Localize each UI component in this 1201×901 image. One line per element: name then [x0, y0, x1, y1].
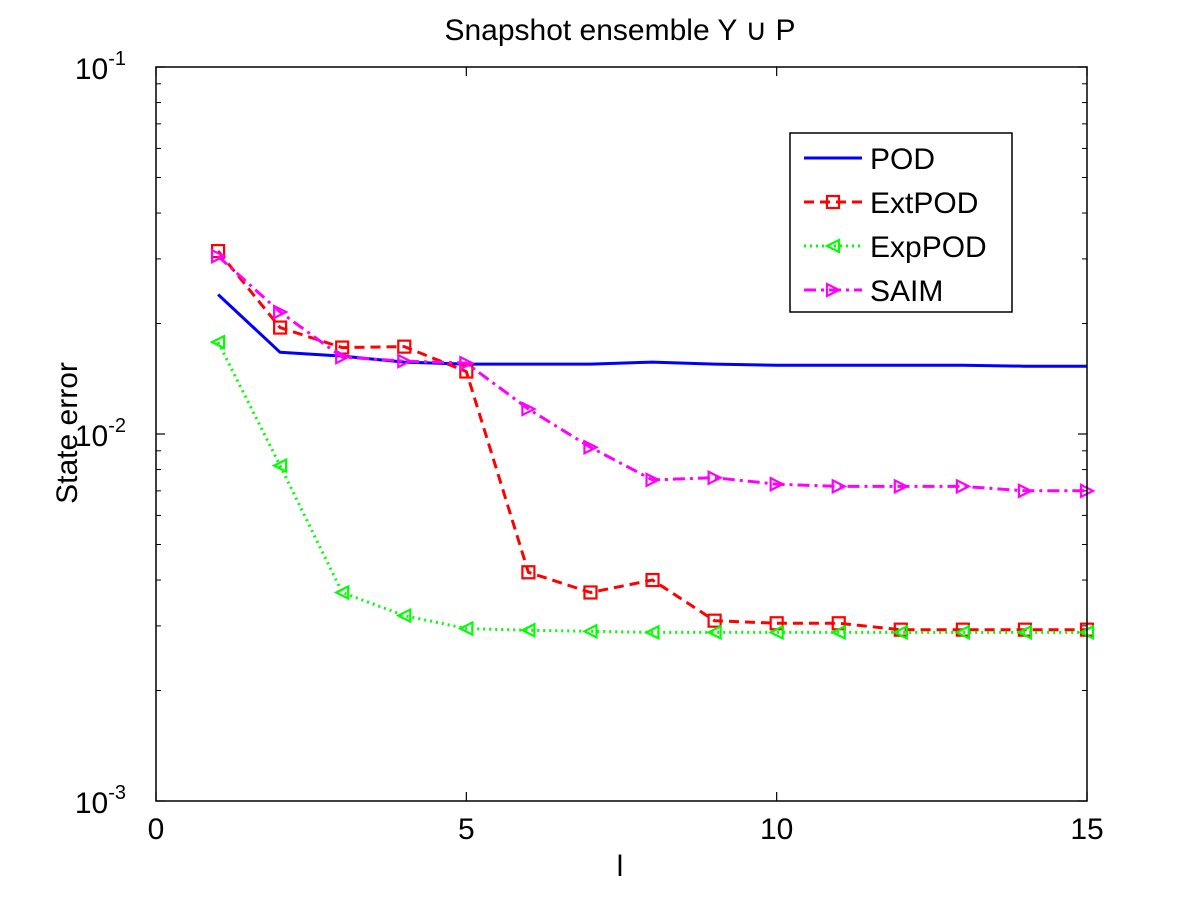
data-point-saim [707, 469, 724, 486]
data-point-exppod [706, 624, 722, 641]
data-point-exppod [892, 624, 908, 641]
data-point-exppod [519, 622, 536, 638]
legend-label-exppod: ExpPOD [870, 231, 987, 264]
x-tick-label: 0 [148, 813, 165, 846]
series-line-extpod [216, 250, 1087, 632]
data-point-saim [955, 478, 972, 495]
data-point-exppod [830, 624, 846, 641]
x-tick-label: 15 [1070, 813, 1103, 846]
data-point-exppod [582, 623, 598, 640]
data-point-extpod [707, 613, 722, 628]
x-axis-label: l [617, 850, 624, 883]
data-point-exppod [1016, 624, 1033, 641]
data-point-saim [397, 353, 413, 369]
legend-item-exppod: ExpPOD [804, 231, 987, 264]
data-point-exppod [333, 584, 350, 601]
data-point-exppod [768, 624, 784, 641]
series-saim [210, 248, 1096, 499]
legend-items: POD ExtPOD ExpPOD SAIM [804, 143, 987, 308]
y-axis-label: State error [51, 362, 84, 504]
data-point-extpod [645, 572, 660, 588]
data-point-exppod [209, 334, 226, 350]
legend-item-pod: POD [804, 143, 935, 176]
data-point-saim [459, 355, 475, 371]
data-point-extpod [583, 585, 598, 600]
data-point-extpod [397, 339, 412, 354]
data-point-exppod [644, 624, 660, 641]
legend-marker-extpod [825, 194, 841, 210]
data-point-exppod [395, 607, 412, 624]
data-point-exppod [271, 457, 288, 474]
y-tick-label: 10-3 [75, 782, 126, 820]
series-line-saim [217, 255, 1087, 493]
data-point-saim [273, 304, 289, 320]
series-line-exppod [216, 341, 1087, 634]
data-point-saim [583, 439, 599, 456]
legend-item-extpod: ExtPOD [804, 187, 978, 220]
legend: POD ExtPOD ExpPOD SAIM [789, 132, 1013, 313]
data-point-exppod [954, 624, 970, 641]
data-point-saim [521, 401, 537, 417]
legend-item-saim: SAIM [804, 275, 943, 308]
series-layer [209, 244, 1096, 641]
data-point-saim [335, 349, 351, 365]
data-point-saim [769, 476, 786, 492]
data-point-saim [831, 478, 848, 495]
data-point-exppod [457, 620, 474, 637]
legend-marker-saim [825, 282, 842, 298]
data-point-extpod [273, 320, 288, 335]
legend-marker-exppod [824, 238, 841, 254]
axes-frame [155, 66, 1088, 802]
x-tick-label: 5 [458, 813, 475, 846]
data-point-saim [893, 478, 910, 495]
chart-title: Snapshot ensemble Y ∪ P [444, 14, 795, 47]
y-tick-label: 10-2 [75, 415, 126, 453]
legend-label-pod: POD [870, 143, 935, 176]
data-point-saim [210, 248, 227, 265]
data-point-saim [1017, 483, 1034, 499]
y-tick-label: 10-1 [75, 48, 126, 86]
x-tick-label: 10 [760, 813, 793, 846]
data-point-saim [645, 472, 661, 488]
y-tick-labels: 10-3 10-2 10-1 [75, 48, 126, 820]
x-tick-labels: 0 5 10 15 [148, 813, 1104, 846]
legend-label-saim: SAIM [870, 275, 943, 308]
data-point-extpod [521, 565, 536, 580]
legend-label-extpod: ExtPOD [870, 187, 978, 220]
legend-box [789, 132, 1013, 313]
